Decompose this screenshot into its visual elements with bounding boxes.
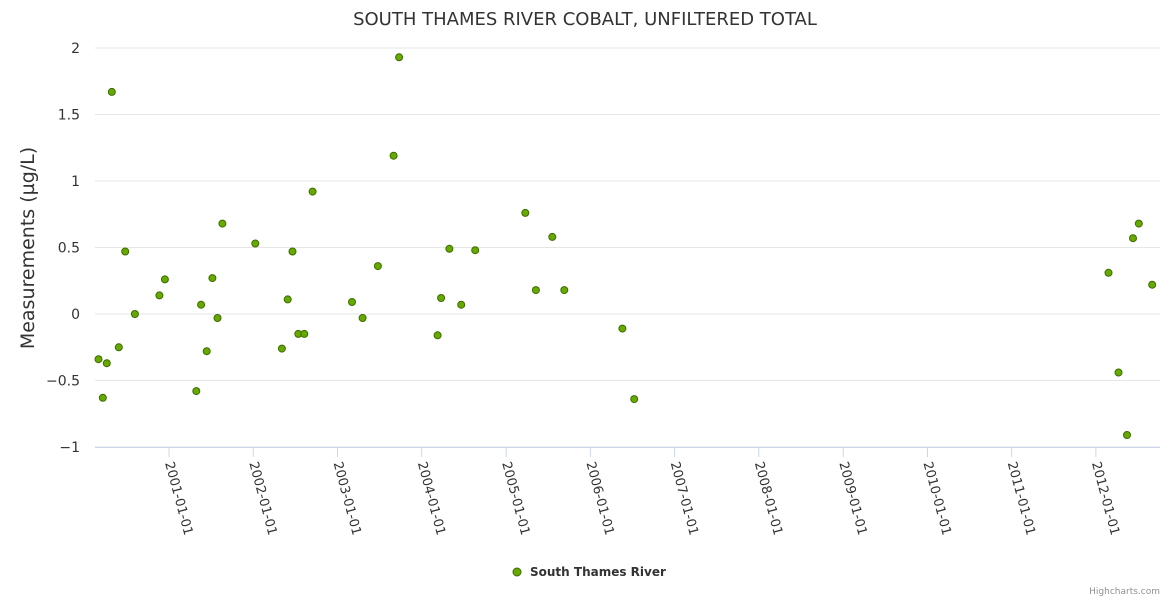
data-point[interactable] [373, 262, 382, 271]
data-point[interactable] [197, 300, 206, 309]
x-tick-label: 2003-01-01 [330, 460, 364, 537]
x-tick-label: 2006-01-01 [582, 460, 616, 537]
credits-link[interactable]: Highcharts.com [1089, 587, 1160, 597]
data-point[interactable] [208, 274, 217, 283]
data-point[interactable] [107, 87, 116, 96]
y-tick-label: −0.5 [46, 374, 80, 390]
y-tick-label: −1 [59, 440, 80, 456]
x-tick-label: 2009-01-01 [835, 460, 869, 537]
data-point[interactable] [121, 247, 130, 256]
data-point[interactable] [1123, 431, 1131, 439]
data-point[interactable] [618, 324, 627, 333]
data-point[interactable] [560, 286, 569, 295]
data-point[interactable] [160, 275, 169, 284]
data-point[interactable] [548, 232, 557, 241]
data-point[interactable] [348, 298, 356, 306]
grid [95, 47, 1160, 448]
data-point[interactable] [98, 393, 107, 402]
data-point[interactable] [308, 187, 317, 196]
data-point[interactable] [521, 208, 530, 217]
data-point[interactable] [155, 291, 164, 300]
data-point[interactable] [531, 286, 540, 295]
x-tick-label: 2005-01-01 [498, 460, 532, 537]
data-point[interactable] [1104, 268, 1113, 277]
data-point[interactable] [630, 395, 639, 404]
y-tick-label: 0 [71, 307, 80, 323]
data-point[interactable] [1148, 280, 1157, 289]
data-point[interactable] [1114, 368, 1123, 377]
x-tick-label: 2011-01-01 [1004, 460, 1038, 537]
x-tick-label: 2008-01-01 [751, 460, 785, 537]
y-tick-label: 1.5 [58, 108, 80, 124]
data-point[interactable] [389, 151, 398, 160]
data-point[interactable] [251, 239, 260, 248]
series-points [94, 53, 1157, 439]
legend-marker [512, 567, 522, 577]
data-point[interactable] [130, 310, 139, 318]
data-point[interactable] [471, 246, 480, 255]
data-point[interactable] [437, 294, 446, 302]
legend[interactable]: South Thames River [512, 565, 666, 579]
x-tick-label: 2007-01-01 [667, 460, 701, 537]
data-point[interactable] [202, 347, 211, 356]
x-tick-label: 2001-01-01 [161, 460, 195, 537]
chart-title: SOUTH THAMES RIVER COBALT, UNFILTERED TO… [353, 9, 817, 30]
data-point[interactable] [433, 331, 442, 340]
y-axis: −1 −0.5 0 0.5 1 1.5 2 [46, 41, 80, 456]
data-point[interactable] [1134, 219, 1143, 228]
y-axis-title: Measurements (µg/L) [17, 147, 39, 349]
data-point[interactable] [445, 244, 454, 253]
data-point[interactable] [218, 219, 227, 228]
x-tick-label: 2004-01-01 [414, 460, 448, 537]
data-point[interactable] [300, 329, 309, 338]
x-axis: 2001-01-01 2002-01-01 2003-01-01 2004-01-01… [95, 447, 1160, 537]
data-point[interactable] [277, 344, 286, 353]
data-point[interactable] [358, 314, 367, 322]
y-tick-label: 1 [71, 174, 80, 190]
data-point[interactable] [288, 247, 297, 256]
data-point[interactable] [395, 53, 404, 62]
y-tick-label: 0.5 [58, 241, 80, 257]
data-point[interactable] [457, 300, 466, 309]
x-tick-label: 2010-01-01 [920, 460, 954, 537]
data-point[interactable] [114, 343, 123, 352]
x-tick-label: 2012-01-01 [1088, 460, 1122, 537]
x-tick-label: 2002-01-01 [245, 460, 279, 537]
data-point[interactable] [213, 314, 222, 322]
data-point[interactable] [94, 355, 103, 364]
y-tick-label: 2 [71, 41, 80, 57]
data-point[interactable] [102, 359, 111, 368]
data-point[interactable] [283, 295, 292, 304]
data-point[interactable] [1129, 234, 1137, 243]
data-point[interactable] [192, 387, 201, 396]
legend-label[interactable]: South Thames River [530, 565, 666, 579]
